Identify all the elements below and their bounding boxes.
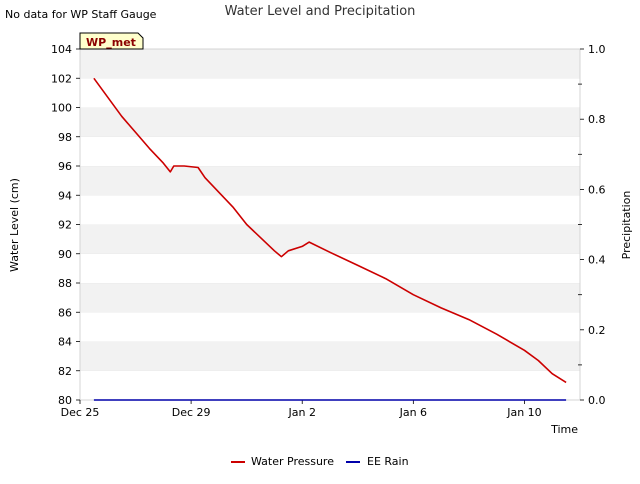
series-layer <box>93 77 567 401</box>
no-data-note: No data for WP Staff Gauge <box>5 8 157 21</box>
y-left-tick-label: 82 <box>58 365 72 378</box>
y-left-tick-label: 94 <box>58 189 72 202</box>
x-tick-label: Dec 25 <box>61 406 100 419</box>
y-left-tick-label: 98 <box>58 131 72 144</box>
y-right-tick-label: 0.0 <box>588 394 606 407</box>
y-right-tick-label: 0.2 <box>588 324 606 337</box>
x-axis-title: Time <box>550 423 578 436</box>
grid-band <box>80 136 580 166</box>
y-left-axis-title: Water Level (cm) <box>8 178 21 272</box>
grid-band <box>80 312 580 342</box>
y-right-axis-title: Precipitation <box>620 191 633 260</box>
grid-band <box>80 49 580 79</box>
x-tick-label: Dec 29 <box>172 406 211 419</box>
y-left-tick-label: 86 <box>58 306 72 319</box>
y-left-tick-label: 88 <box>58 277 72 290</box>
y-left-tick-label: 96 <box>58 160 72 173</box>
y-right-tick-label: 1.0 <box>588 43 606 56</box>
y-left-tick-label: 84 <box>58 336 72 349</box>
grid-band <box>80 78 580 108</box>
grid-band <box>80 283 580 313</box>
grid-band <box>80 370 580 400</box>
grid-bands <box>80 48 580 400</box>
legend-label-ee-rain: EE Rain <box>367 455 409 468</box>
grid-band <box>80 341 580 371</box>
chart-title: Water Level and Precipitation <box>225 4 416 19</box>
legend-label-water-pressure: Water Pressure <box>251 455 334 468</box>
x-tick-label: Jan 2 <box>287 406 315 419</box>
station-tag: WP_met <box>79 32 144 50</box>
y-left-tick-label: 100 <box>51 102 72 115</box>
y-left-axis-ticks: 80 82 84 86 88 90 92 94 96 98 100 102 104 <box>51 43 80 407</box>
legend: Water Pressure EE Rain <box>231 455 409 468</box>
y-left-tick-label: 104 <box>51 43 72 56</box>
series-line-water-pressure <box>93 77 567 384</box>
y-left-tick-label: 102 <box>51 72 72 85</box>
x-tick-label: Jan 6 <box>399 406 427 419</box>
y-right-tick-label: 0.4 <box>588 254 606 267</box>
station-tag-box <box>79 32 144 50</box>
x-axis-ticks: Dec 25 Dec 29 Jan 2 Jan 6 Jan 10 <box>61 400 542 419</box>
y-left-tick-label: 92 <box>58 219 72 232</box>
grid-band <box>80 166 580 196</box>
x-tick-label: Jan 10 <box>506 406 541 419</box>
grid-band <box>80 253 580 283</box>
grid-band <box>80 195 580 225</box>
y-left-tick-label: 80 <box>58 394 72 407</box>
station-tag-label: WP_met <box>86 36 136 49</box>
grid-band <box>80 224 580 254</box>
y-right-tick-label: 0.8 <box>588 113 606 126</box>
y-left-tick-label: 90 <box>58 248 72 261</box>
grid-band <box>80 107 580 137</box>
y-right-axis-ticks: 0.0 0.2 0.4 0.6 0.8 1.0 <box>578 43 606 407</box>
y-right-tick-label: 0.6 <box>588 183 606 196</box>
